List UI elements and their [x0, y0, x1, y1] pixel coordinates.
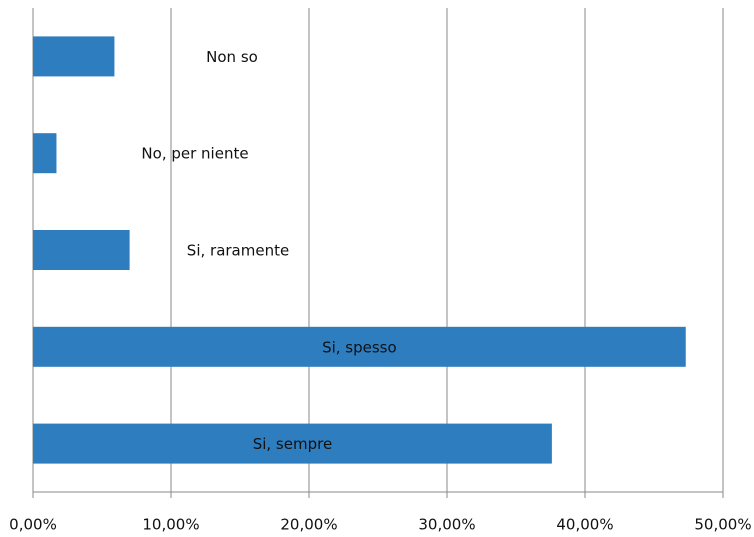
- bar: [33, 133, 57, 174]
- x-tick-label: 20,00%: [280, 516, 337, 534]
- bar: [33, 230, 130, 270]
- x-tick-label: 50,00%: [694, 516, 751, 534]
- category-label: Si, raramente: [187, 242, 289, 260]
- category-label: No, per niente: [141, 145, 248, 163]
- x-tick-label: 30,00%: [418, 516, 475, 534]
- x-tick-label: 40,00%: [556, 516, 613, 534]
- bar: [33, 36, 115, 77]
- bar: [33, 423, 552, 464]
- category-label: Si, sempre: [253, 435, 332, 453]
- category-label: Non so: [206, 48, 258, 66]
- bar: [33, 326, 686, 367]
- x-tick-label: 10,00%: [142, 516, 199, 534]
- x-tick-label: 0,00%: [9, 516, 57, 534]
- category-label: Si, spesso: [322, 338, 397, 356]
